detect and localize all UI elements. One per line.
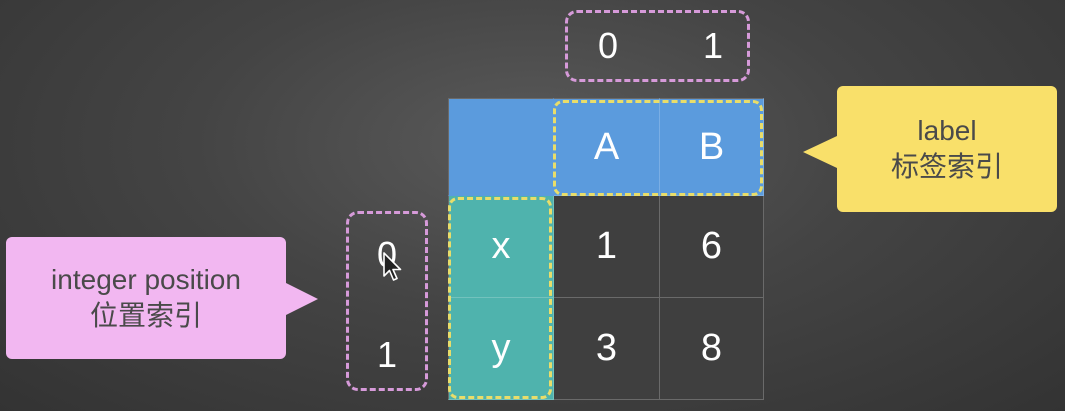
label-index-callout: label 标签索引: [803, 86, 1057, 212]
column-position-1: 1: [702, 25, 724, 66]
column-label-highlight: [553, 100, 763, 196]
table-corner-cell: [448, 98, 554, 196]
row-position-labels: 0 1: [346, 211, 428, 391]
label-callout-line2: 标签索引: [890, 151, 1003, 182]
table-cell: 3: [554, 298, 660, 400]
label-callout-line1: label: [917, 115, 977, 146]
column-position-0: 0: [597, 25, 619, 66]
column-label-b: B: [660, 98, 764, 196]
dataframe-table: A B x 1 6 y 3 8: [448, 98, 764, 400]
row-label-highlight: [448, 197, 552, 399]
position-callout-line1: integer position: [51, 264, 241, 295]
table-cell: 1: [554, 196, 660, 298]
integer-position-callout: integer position 位置索引: [6, 237, 318, 359]
table-cell: 8: [660, 298, 764, 400]
mouse-pointer-icon: [383, 252, 402, 281]
row-label-x: x: [448, 196, 554, 298]
column-position-labels: 0 1: [565, 10, 750, 82]
table-cell: 6: [660, 196, 764, 298]
row-position-1: 1: [376, 334, 398, 375]
row-label-y: y: [448, 298, 554, 400]
column-label-a: A: [554, 98, 660, 196]
position-callout-line2: 位置索引: [89, 300, 202, 331]
